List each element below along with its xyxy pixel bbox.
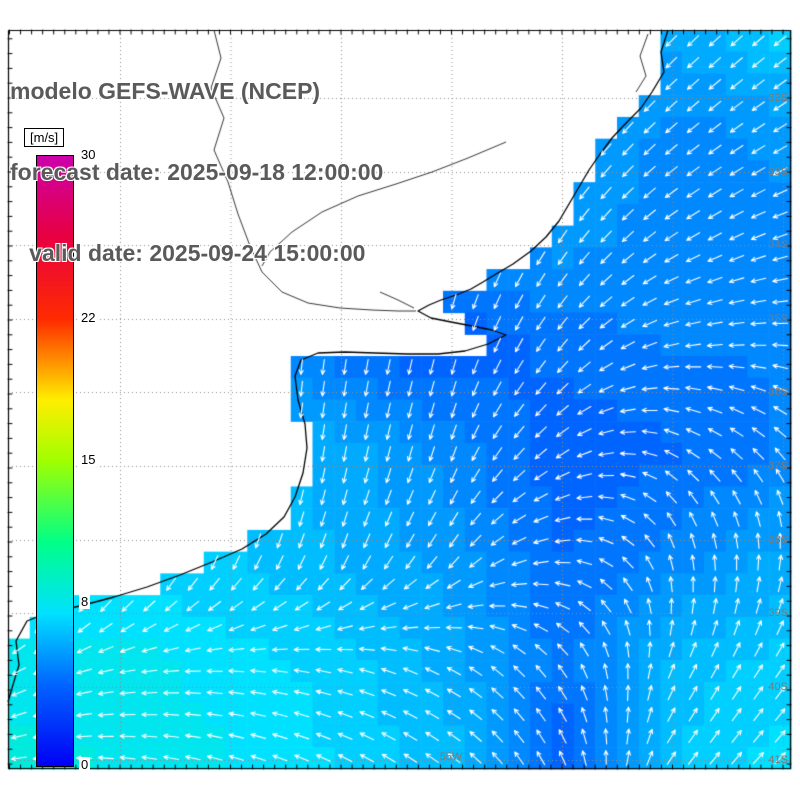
colorbar-tick-0: 0 (79, 757, 91, 772)
colorbar-unit-label: [m/s] (24, 128, 65, 147)
lat-label: 36S (768, 386, 788, 398)
lat-label: 37S (768, 460, 788, 472)
colorbar-tick-30: 30 (79, 147, 98, 162)
lat-label: 40S (768, 681, 788, 693)
forecast-date-line: forecast date: 2025-09-18 12:00:00 (10, 159, 384, 185)
lat-label: 38S (768, 534, 788, 546)
colorbar-tick-22: 22 (79, 309, 98, 325)
valid-date-line: valid date: 2025-09-24 15:00:00 (10, 240, 366, 266)
lat-label: 34S (768, 239, 788, 251)
lat-label: 41S (768, 754, 788, 766)
lat-label: 39S (768, 607, 788, 619)
colorbar-tick-15: 15 (79, 452, 98, 467)
lat-label: 33S (768, 166, 788, 178)
colorbar (36, 155, 74, 767)
lat-label: 35S (768, 313, 788, 325)
colorbar-tick-8: 8 (79, 594, 91, 610)
title-block: modelo GEFS-WAVE (NCEP) forecast date: 2… (10, 24, 383, 321)
model-title: modelo GEFS-WAVE (NCEP) (10, 78, 321, 104)
lat-label: 32S (768, 92, 788, 104)
lon-label: 55W (439, 751, 463, 763)
